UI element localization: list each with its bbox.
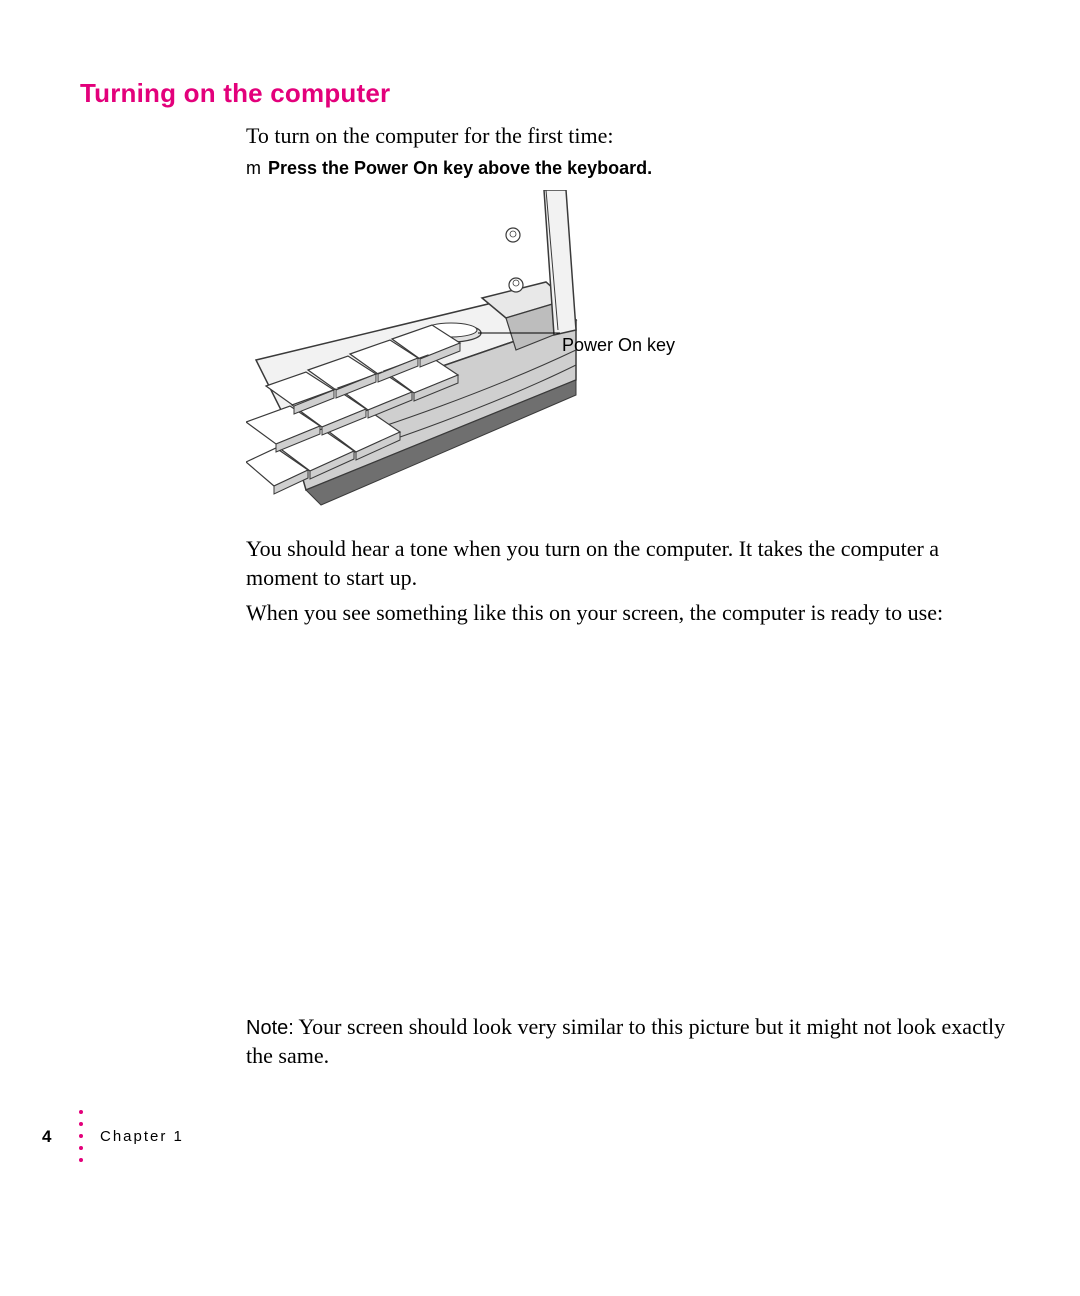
page-number: 4 — [42, 1127, 51, 1147]
note-label: Note: — [246, 1017, 294, 1039]
intro-text: To turn on the computer for the first ti… — [246, 122, 1006, 150]
power-on-illustration — [246, 190, 766, 520]
step-text: Press the Power On key above the keyboar… — [268, 158, 652, 178]
footer-chapter: Chapter 1 — [100, 1128, 184, 1145]
note-text: Your screen should look very similar to … — [246, 1014, 1005, 1068]
paragraph-ready: When you see something like this on your… — [246, 598, 1006, 627]
laptop-corner-icon — [246, 190, 766, 520]
step-marker: m — [246, 158, 268, 179]
note-paragraph: Note: Your screen should look very simil… — [246, 1012, 1006, 1070]
paragraph-tone: You should hear a tone when you turn on … — [246, 534, 1006, 592]
step-line: mPress the Power On key above the keyboa… — [246, 158, 1006, 179]
figure-label: Power On key — [562, 335, 675, 356]
section-heading: Turning on the computer — [80, 78, 390, 109]
footer-dots-icon — [78, 1108, 84, 1168]
page: Turning on the computer To turn on the c… — [0, 0, 1080, 1296]
